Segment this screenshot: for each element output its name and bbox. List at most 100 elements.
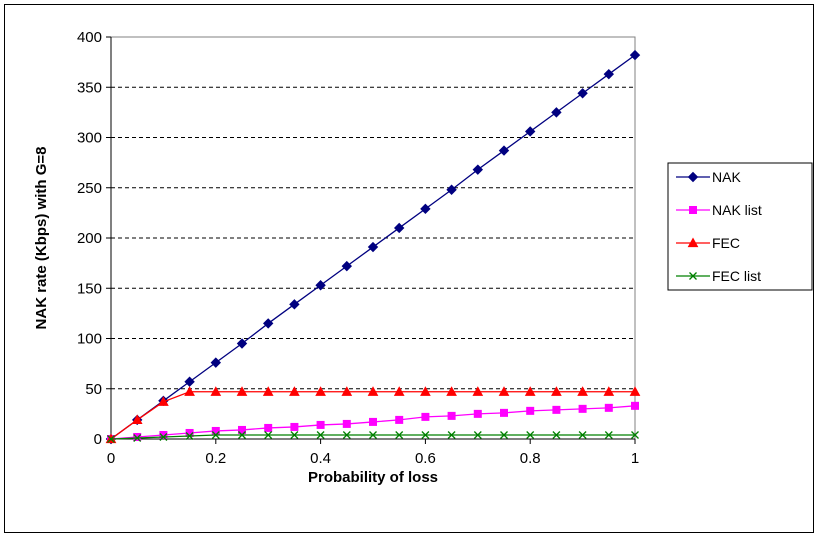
- series-group: [105, 49, 641, 445]
- data-point-fec: [498, 386, 510, 396]
- x-tick-label: 0.4: [310, 450, 331, 467]
- x-stroke: [159, 433, 168, 441]
- data-point-nak-list: [526, 406, 535, 415]
- data-point-fec-list: [107, 435, 115, 443]
- x-stroke: [238, 431, 246, 439]
- x-stroke: [107, 435, 115, 443]
- y-tick-label: 50: [85, 381, 102, 398]
- data-point-nak-list: [238, 425, 246, 434]
- data-point-nak-list: [604, 403, 613, 412]
- x-stroke: [500, 431, 508, 439]
- data-point-fec-list: [290, 431, 299, 439]
- legend-label: FEC: [712, 235, 740, 251]
- legend-swatch-marker: [687, 237, 699, 248]
- x-stroke: [264, 431, 273, 439]
- data-point-fec: [420, 386, 431, 396]
- data-point-fec: [603, 386, 615, 396]
- data-point-nak: [420, 203, 431, 215]
- x-stroke: [421, 431, 430, 439]
- data-point-nak-list: [500, 408, 508, 417]
- x-tick-label: 0.6: [415, 450, 436, 467]
- axes: 0 50 100 150 200 250 300 350 400 0 0.2 0.4 0.6 0.8 1: [77, 29, 639, 467]
- data-point-nak: [446, 184, 457, 195]
- data-point-fec: [131, 414, 143, 425]
- x-stroke: [342, 431, 351, 439]
- legend-label: FEC list: [712, 268, 761, 284]
- x-stroke: [552, 431, 561, 439]
- legend-label: NAK list: [712, 202, 762, 218]
- legend-item-fec-list: FEC list: [676, 268, 761, 284]
- data-point-fec-list: [316, 431, 325, 439]
- data-point-nak: [236, 338, 248, 349]
- data-point-nak: [289, 299, 300, 310]
- data-point-fec: [236, 386, 248, 396]
- data-point-nak: [262, 318, 274, 329]
- data-point-fec: [315, 386, 326, 396]
- data-point-nak: [315, 280, 326, 291]
- data-point-fec-list: [526, 431, 535, 439]
- legend-swatch-marker: [687, 171, 699, 183]
- data-point-fec: [629, 386, 641, 396]
- data-point-nak: [629, 49, 641, 61]
- legend-swatch-marker: [689, 206, 697, 214]
- data-point-nak-list: [133, 432, 142, 441]
- data-point-nak-list: [342, 419, 351, 428]
- data-point-fec: [446, 386, 457, 396]
- data-point-fec: [289, 386, 300, 396]
- x-stroke: [211, 431, 220, 439]
- x-tick-label: 0: [107, 450, 115, 467]
- series-nak: [105, 49, 641, 445]
- data-point-fec: [577, 386, 588, 396]
- data-point-nak: [551, 107, 562, 118]
- data-point-fec: [158, 396, 169, 406]
- x-stroke: [526, 431, 535, 439]
- data-point-nak: [472, 164, 484, 175]
- data-point-fec-list: [342, 431, 351, 439]
- y-tick-label: 0: [94, 431, 102, 448]
- x-stroke: [133, 434, 142, 442]
- legend-label: NAK: [712, 169, 741, 185]
- data-point-nak-list: [447, 411, 456, 420]
- x-stroke: [290, 431, 299, 439]
- data-point-fec-list: [447, 431, 456, 439]
- data-point-fec-list: [421, 431, 430, 439]
- data-point-fec-list: [133, 434, 142, 442]
- data-point-fec: [393, 386, 405, 396]
- legend-box: [667, 162, 813, 291]
- x-stroke: [185, 432, 194, 440]
- legend-item-nak-list: NAK list: [676, 202, 762, 218]
- data-point-nak: [498, 145, 510, 156]
- x-tick-label: 1: [631, 450, 639, 467]
- y-tick-label: 200: [77, 230, 102, 247]
- y-tick-label: 300: [77, 130, 102, 147]
- data-point-fec-list: [578, 431, 587, 439]
- data-point-nak: [367, 241, 379, 253]
- data-point-fec-list: [604, 431, 613, 439]
- data-point-fec-list: [238, 431, 246, 439]
- x-tick-label: 0.2: [205, 450, 226, 467]
- data-point-nak: [577, 88, 588, 99]
- y-tick-label: 100: [77, 331, 102, 348]
- series-nak-list: [107, 401, 639, 443]
- data-point-nak-list: [578, 404, 587, 413]
- data-point-fec: [262, 386, 274, 396]
- data-point-nak-list: [395, 415, 404, 424]
- series-fec-list: [107, 431, 639, 443]
- x-stroke: [604, 431, 613, 439]
- x-stroke: [631, 431, 639, 439]
- legend: NAK NAK list FEC FEC list: [667, 162, 813, 291]
- data-point-fec: [210, 386, 222, 396]
- x-stroke: [395, 431, 404, 439]
- data-point-nak: [341, 260, 353, 272]
- data-point-fec: [184, 386, 195, 396]
- x-stroke: [689, 272, 697, 280]
- data-point-nak-list: [264, 423, 273, 432]
- data-point-fec: [524, 386, 536, 396]
- data-point-nak: [603, 68, 615, 80]
- data-point-fec: [472, 386, 484, 396]
- x-axis-title: Probability of loss: [308, 469, 438, 486]
- data-point-nak-list: [631, 401, 639, 410]
- y-axis-title: NAK rate (Kbps) with G=8: [33, 147, 50, 330]
- data-point-nak-list: [316, 420, 325, 429]
